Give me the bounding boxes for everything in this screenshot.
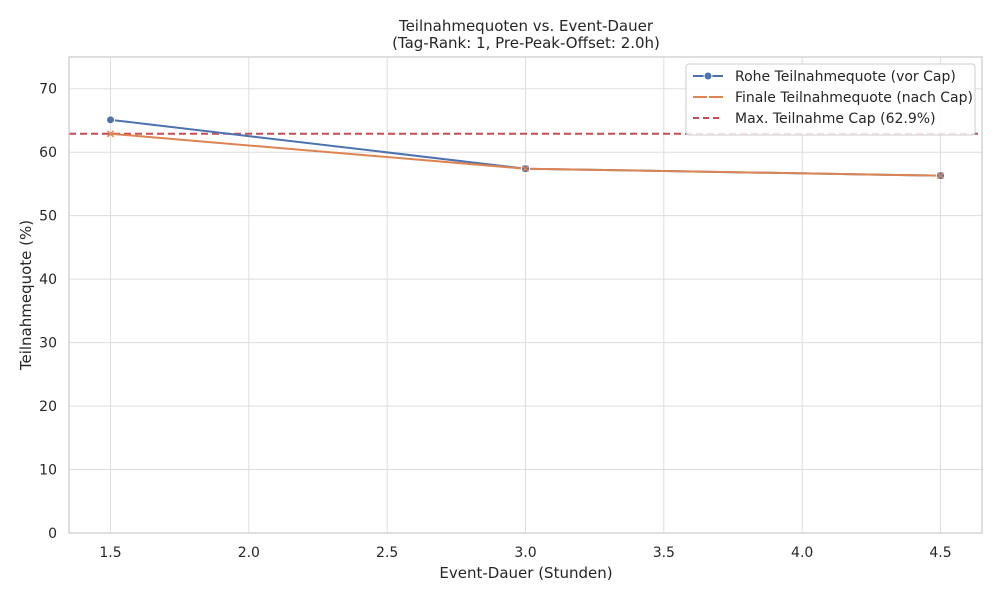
legend: Rohe Teilnahmequote (vor Cap) Finale Teil… <box>685 63 976 136</box>
chart-subtitle: (Tag-Rank: 1, Pre-Peak-Offset: 2.0h) <box>392 34 660 52</box>
legend-box <box>685 63 976 136</box>
y-tick-label: 30 <box>39 336 57 352</box>
x-tick-label: 2.5 <box>376 545 398 561</box>
y-axis-label: Teilnahmequote (%) <box>17 220 35 371</box>
series-markers <box>106 115 945 181</box>
legend-label: Finale Teilnahmequote (nach Cap) <box>735 90 973 106</box>
y-tick-labels: 0 10 20 30 40 50 60 70 <box>39 82 57 542</box>
legend-label: Rohe Teilnahmequote (vor Cap) <box>735 69 956 85</box>
data-point-raw <box>106 115 115 125</box>
y-tick-label: 40 <box>39 272 57 288</box>
chart-title: Teilnahmequoten vs. Event-Dauer <box>398 17 654 35</box>
legend-marker-icon <box>703 71 713 81</box>
y-tick-label: 0 <box>48 526 57 542</box>
x-tick-labels: 1.5 2.0 2.5 3.0 3.5 4.0 4.5 <box>99 545 951 561</box>
data-point-final <box>521 165 530 173</box>
data-point-final <box>106 130 115 138</box>
legend-item: Rohe Teilnahmequote (vor Cap) <box>693 69 956 85</box>
x-tick-label: 3.5 <box>653 545 675 561</box>
x-tick-label: 3.0 <box>514 545 536 561</box>
x-axis-label: Event-Dauer (Stunden) <box>439 564 612 582</box>
data-point-final <box>936 172 945 180</box>
y-tick-label: 20 <box>39 399 57 415</box>
x-tick-label: 4.0 <box>791 545 813 561</box>
plot-frame <box>68 56 983 534</box>
y-tick-label: 70 <box>39 82 57 98</box>
y-tick-label: 60 <box>39 145 57 161</box>
legend-label: Max. Teilnahme Cap (62.9%) <box>735 111 936 127</box>
x-tick-label: 4.5 <box>929 545 951 561</box>
x-tick-label: 1.5 <box>99 545 121 561</box>
y-tick-label: 10 <box>39 463 57 479</box>
legend-item: Max. Teilnahme Cap (62.9%) <box>693 111 936 127</box>
x-tick-label: 2.0 <box>238 545 260 561</box>
legend-item: Finale Teilnahmequote (nach Cap) <box>693 90 973 106</box>
y-tick-label: 50 <box>39 209 57 225</box>
